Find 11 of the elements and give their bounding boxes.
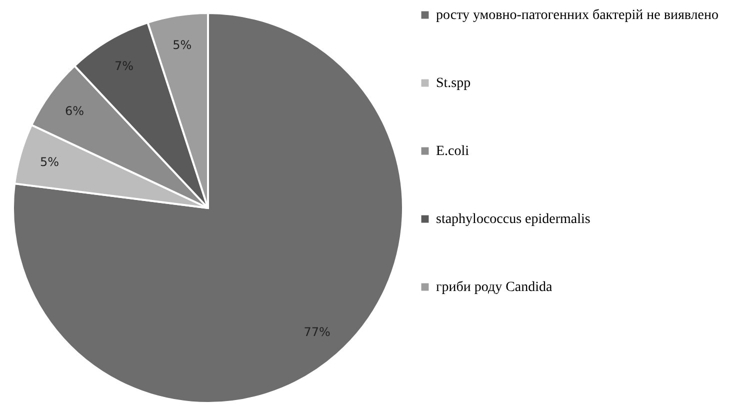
legend-label: St.spp bbox=[436, 76, 471, 91]
data-label: 77% bbox=[304, 324, 330, 339]
legend-label: гриби роду Candida bbox=[436, 280, 554, 295]
legend-label: E.coli bbox=[436, 144, 470, 159]
legend-label: росту умовно-патогенних бактерій не виявлено bbox=[436, 8, 718, 23]
data-label: 7% bbox=[114, 58, 134, 73]
data-label: 5% bbox=[40, 154, 60, 169]
data-label: 5% bbox=[172, 38, 192, 52]
pie-slice bbox=[12, 12, 404, 404]
data-label: 6% bbox=[64, 104, 84, 118]
legend-label: staphylococcus epidermalis bbox=[436, 212, 590, 227]
